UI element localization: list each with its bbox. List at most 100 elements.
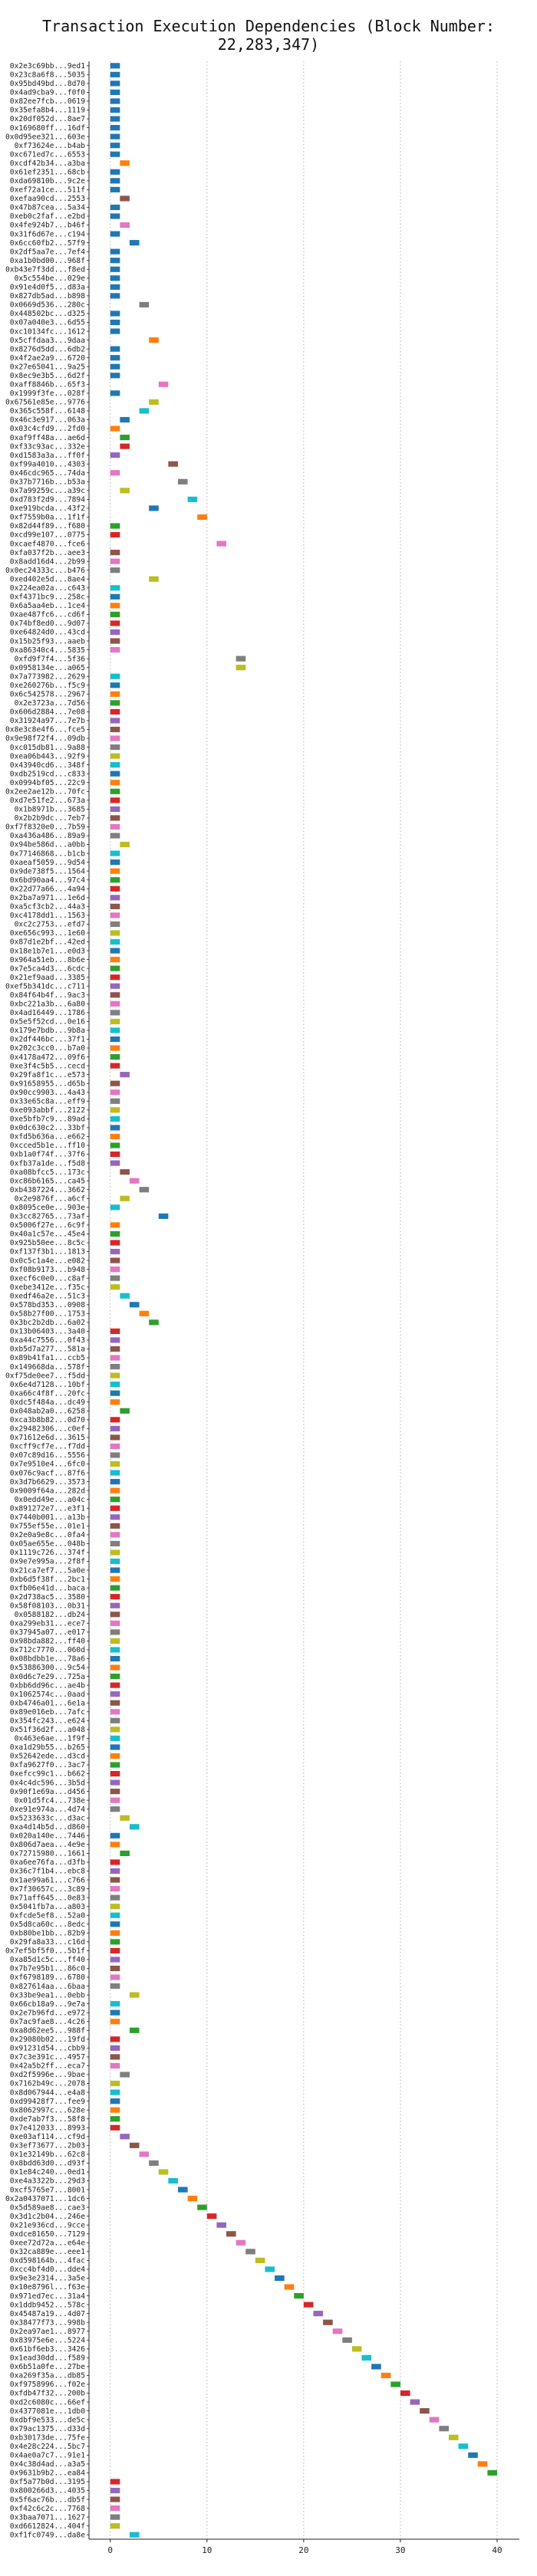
transaction-bar xyxy=(110,71,120,77)
y-tick-label: 0xe03af114...cf9d xyxy=(10,2133,85,2141)
transaction-bar xyxy=(110,1372,120,1378)
transaction-bar xyxy=(110,1620,120,1626)
transaction-bar xyxy=(110,1832,120,1838)
transaction-bar xyxy=(110,2036,120,2042)
transaction-bar xyxy=(187,2196,198,2202)
y-tick-label: 0x36c7f1b4...ebc8 xyxy=(10,1868,85,1876)
transaction-bar xyxy=(110,1930,120,1936)
y-tick-label: 0xfa9627f0...3ac7 xyxy=(10,1761,85,1769)
y-tick-label: 0x1ead30dd...f589 xyxy=(10,2354,85,2363)
y-tick-label: 0x0d6c7e29...725a xyxy=(10,1673,85,1681)
y-tick-label: 0xc86b6165...ca45 xyxy=(10,1177,85,1185)
transaction-bar xyxy=(139,1187,150,1193)
transaction-bar xyxy=(110,718,120,724)
y-tick-label: 0x5e5f52cd...0e16 xyxy=(10,1018,85,1027)
y-tick-label: 0xf08b9173...b948 xyxy=(10,1266,85,1274)
transaction-bar xyxy=(216,540,227,547)
transaction-bar xyxy=(110,1257,120,1263)
transaction-bar xyxy=(177,2187,188,2193)
y-tick-label: 0x224ea02a...c643 xyxy=(10,584,85,593)
y-tick-label: 0x94be586d...a0bb xyxy=(10,841,85,849)
y-tick-label: 0xfdb47f32...200b xyxy=(10,2390,85,2398)
transaction-bar xyxy=(110,673,120,679)
y-tick-label: 0x3d1c2b04...246e xyxy=(10,2213,85,2221)
transaction-bar xyxy=(110,373,120,379)
y-tick-label: 0x53886300...9c54 xyxy=(10,1664,85,1672)
transaction-bar xyxy=(139,301,150,308)
y-tick-label: 0x5006f27e...6c9f xyxy=(10,1221,85,1230)
y-tick-label: 0x91e4d0f5...d83a xyxy=(10,284,85,292)
y-tick-label: 0xf99a4010...4303 xyxy=(10,460,85,468)
y-tick-label: 0x9de738f5...1564 xyxy=(10,867,85,876)
transaction-bar xyxy=(236,665,246,671)
y-tick-label: 0x202c3cc0...b7a0 xyxy=(10,1044,85,1053)
y-tick-label: 0x6a5aa4eb...1ce4 xyxy=(10,602,85,610)
transaction-bar xyxy=(110,1585,120,1591)
y-tick-label: 0x6cc60fb2...57f9 xyxy=(10,239,85,248)
y-tick-label: 0x2e7b96fd...e972 xyxy=(10,2009,85,2017)
x-tick-label: 40 xyxy=(492,2545,502,2555)
y-tick-label: 0x179e7bdb...9b8a xyxy=(10,1027,85,1035)
transaction-bar xyxy=(197,2204,207,2210)
transaction-bar xyxy=(226,2231,236,2237)
transaction-bar xyxy=(110,1806,120,1812)
y-tick-label: 0x27e65041...9a25 xyxy=(10,363,85,371)
y-tick-label: 0x6b51a0fe...27be xyxy=(10,2363,85,2371)
y-tick-label: 0x5041fb7a...a803 xyxy=(10,1903,85,1911)
transaction-bar xyxy=(110,1789,120,1795)
transaction-bar xyxy=(120,1169,130,1175)
transaction-bar xyxy=(110,1497,120,1503)
transaction-bar xyxy=(110,1912,120,1918)
transaction-bar xyxy=(110,1267,120,1273)
y-tick-label: 0x29482306...c0ef xyxy=(10,1425,85,1434)
y-tick-label: 0x4e28c224...5bc7 xyxy=(10,2443,85,2451)
y-tick-label: 0x8276d5dd...6db2 xyxy=(10,345,85,353)
transaction-bar xyxy=(110,1443,120,1450)
y-tick-label: 0x8ec9e3b5...6d2f xyxy=(10,372,85,380)
y-tick-label: 0x5d589ae8...cae3 xyxy=(10,2203,85,2212)
transaction-bar xyxy=(110,2523,120,2529)
transaction-bar xyxy=(110,1363,120,1370)
y-tick-label: 0x2df446bc...37f1 xyxy=(10,1036,85,1044)
y-tick-label: 0xfd9f7f4...5f36 xyxy=(15,655,86,663)
y-tick-label: 0xee72d72a...e64e xyxy=(10,2239,85,2248)
transaction-bar xyxy=(110,850,120,856)
y-tick-label: 0xb43e7f3dd...f8ed xyxy=(5,265,85,274)
y-tick-label: 0xefaa90cd...2553 xyxy=(10,195,85,203)
transaction-bar xyxy=(110,1655,120,1662)
y-tick-label: 0x38477f73...998b xyxy=(10,2318,85,2327)
y-tick-label: 0x365c558f...6148 xyxy=(10,407,85,416)
y-tick-label: 0x3bc2b2db...6a02 xyxy=(10,1319,85,1327)
transaction-bar xyxy=(110,948,120,954)
transaction-bar xyxy=(120,160,130,166)
y-tick-label: 0x61bf6eb3...3426 xyxy=(10,2345,85,2354)
y-tick-label: 0x149668da...578f xyxy=(10,1363,85,1372)
y-tick-label: 0xda69810b...9c2e xyxy=(10,177,85,186)
y-tick-label: 0x37b7716b...b53a xyxy=(10,478,85,486)
y-tick-label: 0x46c3e917...063a xyxy=(10,416,85,425)
y-tick-label: 0xfa037f2b...aee3 xyxy=(10,549,85,557)
transaction-bar xyxy=(332,2328,343,2334)
transaction-bar xyxy=(110,1532,120,1538)
y-tick-label: 0xef72a1ce...511f xyxy=(10,186,85,195)
transaction-bar xyxy=(120,2072,130,2078)
y-tick-label: 0xed402e5d...8ae4 xyxy=(10,575,85,583)
y-tick-label: 0x6bd90aa4...97c4 xyxy=(10,876,85,885)
transaction-bar xyxy=(400,2390,410,2397)
y-tick-label: 0x58b27f00...1753 xyxy=(10,1310,85,1319)
y-tick-label: 0xbb6dd96c...ae4b xyxy=(10,1681,85,1690)
y-tick-label: 0x8d067944...e4a8 xyxy=(10,2088,85,2097)
transaction-bar xyxy=(110,363,120,370)
transaction-bar xyxy=(110,1107,120,1113)
y-tick-label: 0xc671ed7c...6553 xyxy=(10,150,85,159)
y-tick-label: 0x7a99259c...a39c xyxy=(10,487,85,495)
y-tick-label: 0x47b87cea...5a34 xyxy=(10,204,85,212)
transaction-bar xyxy=(110,647,120,653)
y-tick-label: 0x2ba7a971...1e6d xyxy=(10,894,85,902)
y-tick-label: 0xbc221a3b...6a80 xyxy=(10,1001,85,1009)
y-tick-label: 0x01d5fc4...738e xyxy=(15,1796,86,1805)
y-tick-label: 0x1e32149b...62c8 xyxy=(10,2150,85,2159)
transaction-bar xyxy=(294,2292,304,2299)
y-tick-label: 0x7e412033...8993 xyxy=(10,2124,85,2132)
y-tick-label: 0xa1d29b55...b265 xyxy=(10,1743,85,1752)
